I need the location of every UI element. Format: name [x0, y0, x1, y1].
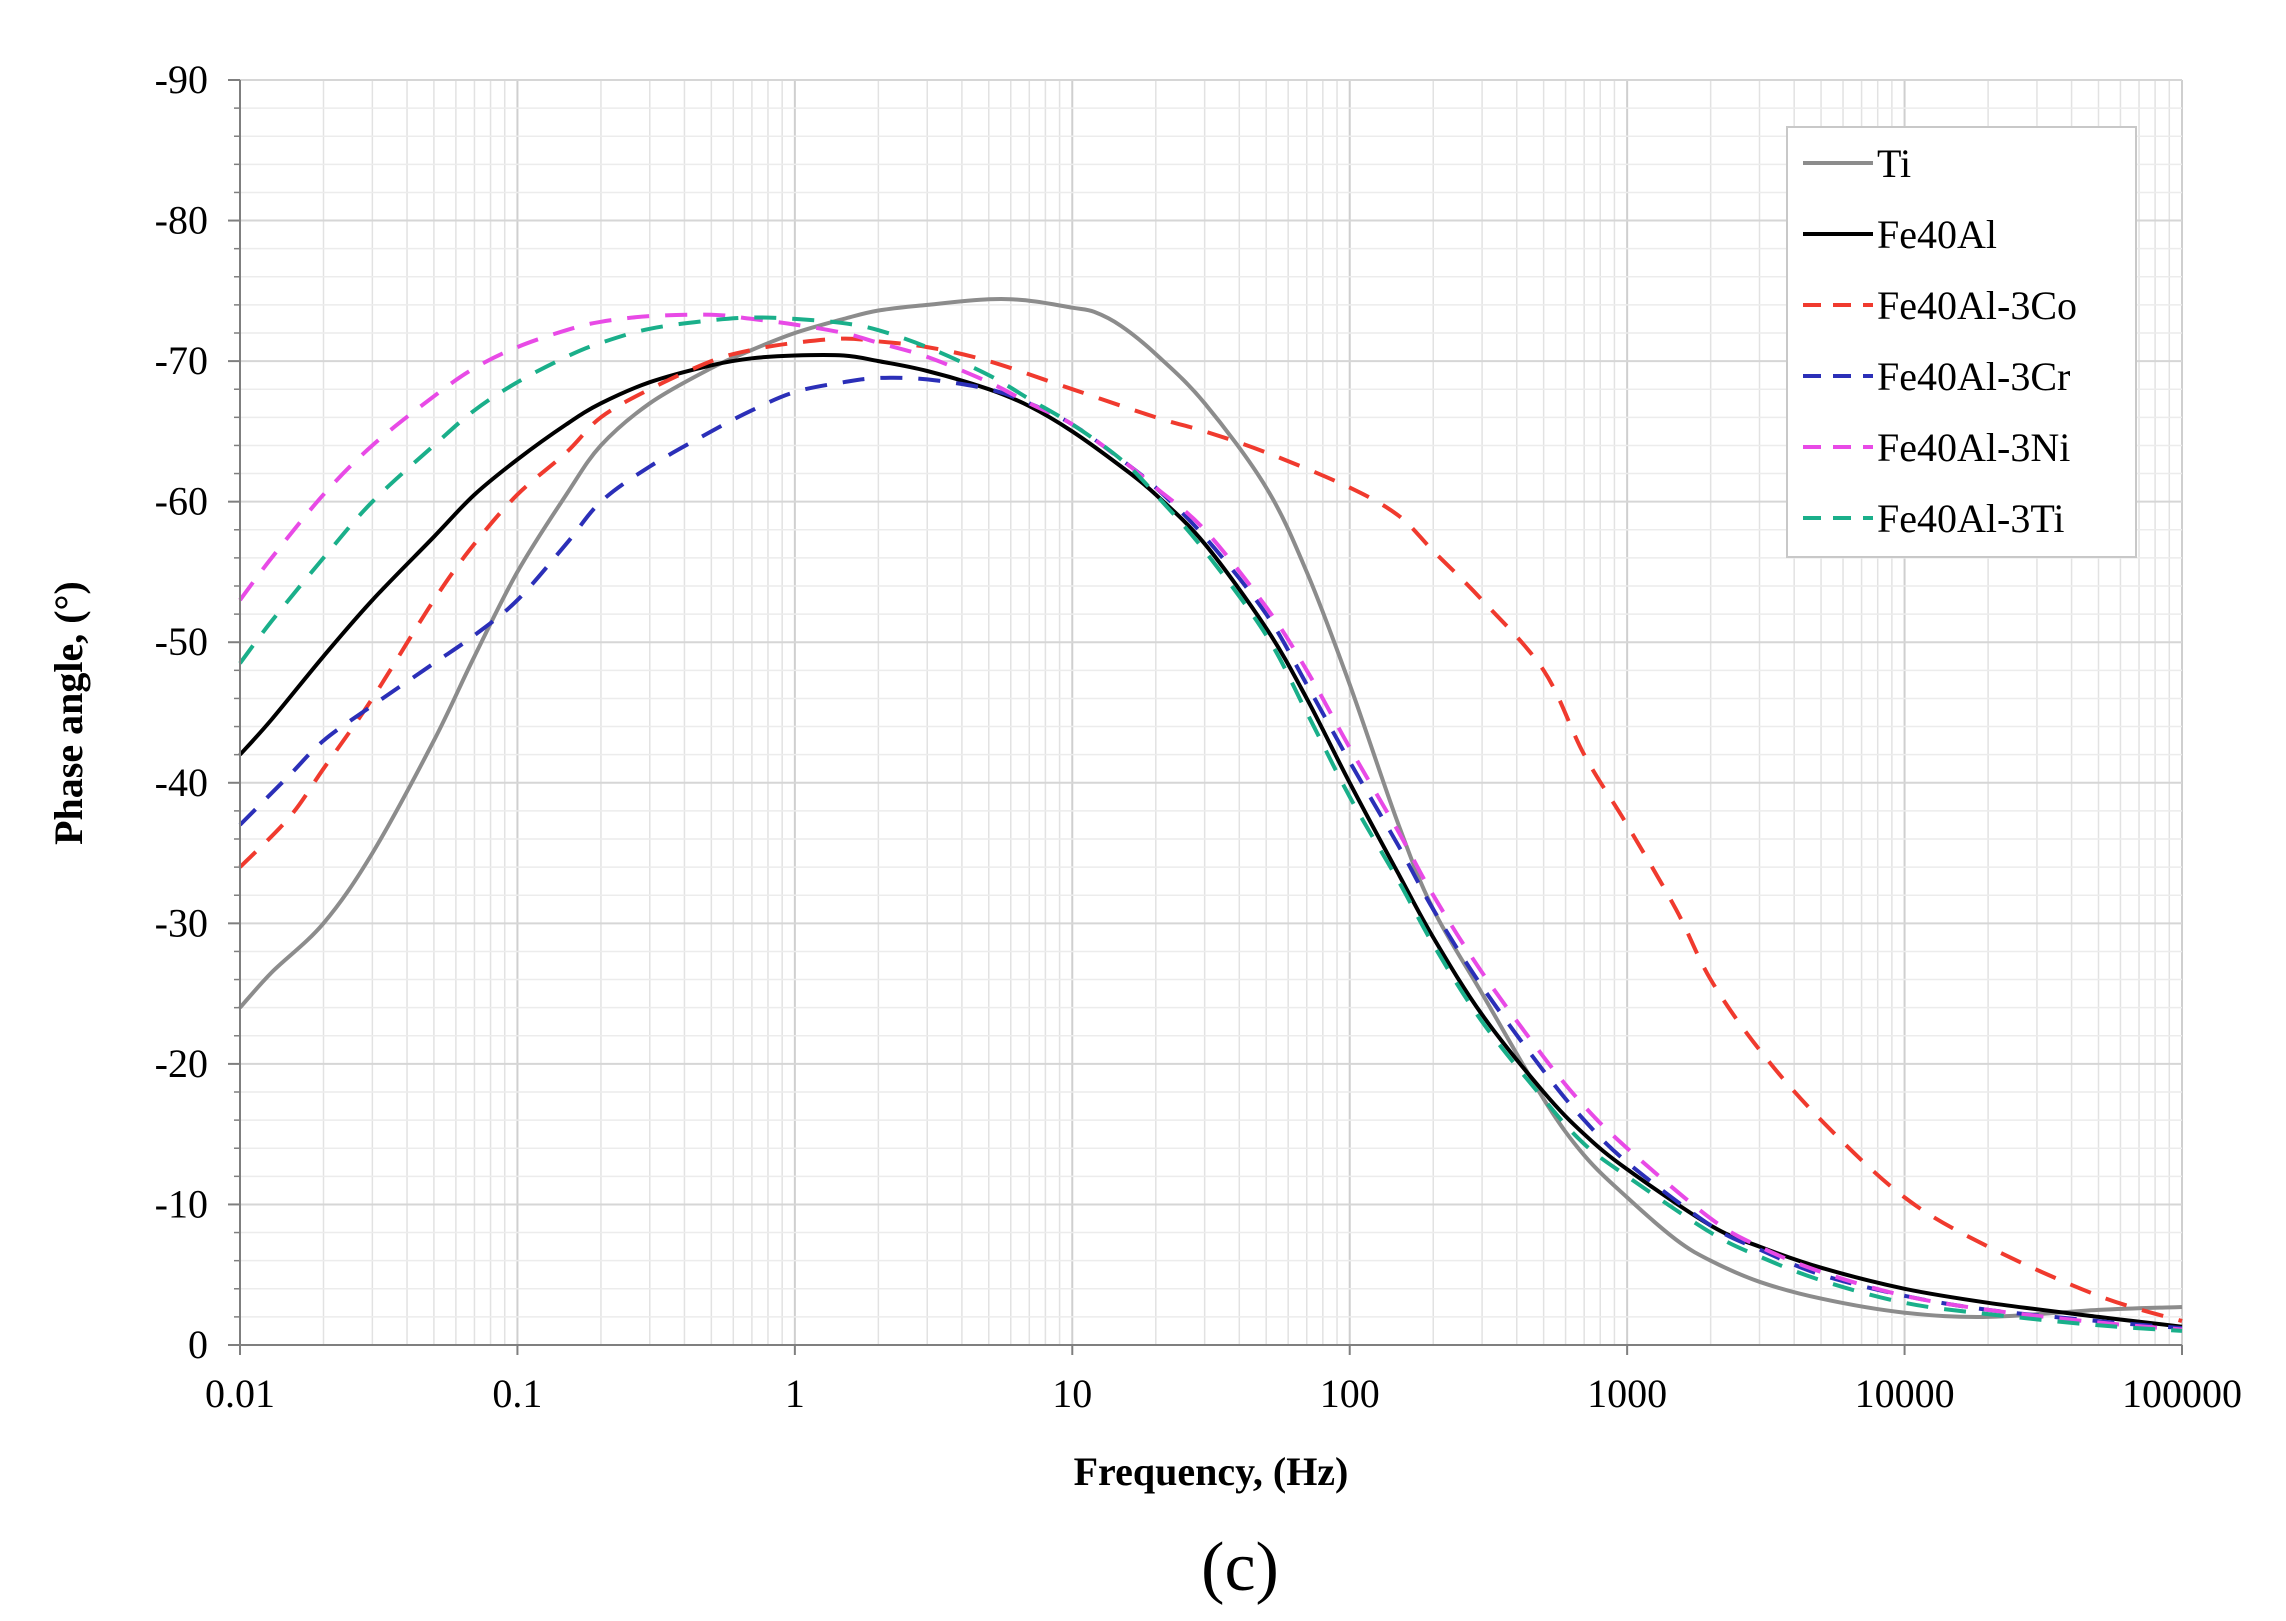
- y-tick-label: -20: [155, 1041, 208, 1086]
- y-tick-label: -90: [155, 57, 208, 102]
- series-line-fe40al-3cr: [238, 375, 2183, 1331]
- y-tick-label: 0: [188, 1322, 208, 1367]
- x-tick-label: 0.01: [205, 1371, 275, 1416]
- legend-box: [1786, 126, 2137, 558]
- x-tick-label: 0.1: [492, 1371, 542, 1416]
- x-tick-label: 1: [785, 1371, 805, 1416]
- x-tick-label: 1000: [1587, 1371, 1667, 1416]
- series-line-fe40al-3co: [238, 336, 2183, 1324]
- legend-label-fe40al-3ti: Fe40Al-3Ti: [1877, 496, 2064, 541]
- y-tick-label: -40: [155, 760, 208, 805]
- y-tick-label: -10: [155, 1181, 208, 1226]
- legend-label-fe40al-3ni: Fe40Al-3Ni: [1877, 425, 2070, 470]
- y-tick-label: -60: [155, 479, 208, 524]
- legend-label-ti: Ti: [1877, 141, 1911, 186]
- x-tick-label: 100: [1320, 1371, 1380, 1416]
- x-tick-label: 10: [1052, 1371, 1092, 1416]
- y-tick-label: -80: [155, 198, 208, 243]
- x-tick-label: 10000: [1855, 1371, 1955, 1416]
- legend: Ti Fe40Al Fe40Al-3Co Fe40Al-3Cr Fe40Al-3Ni Fe…: [1786, 126, 2137, 558]
- legend-label-fe40al-3co: Fe40Al-3Co: [1877, 283, 2077, 328]
- series-line-ti: [238, 297, 2183, 1319]
- y-tick-label: -70: [155, 338, 208, 383]
- legend-label-fe40al: Fe40Al: [1877, 212, 1997, 257]
- axes: [239, 80, 2182, 1346]
- x-axis-title: Frequency, (Hz): [1074, 1449, 1349, 1494]
- y-tick-label: -30: [155, 900, 208, 945]
- y-axis-title: Phase angle, (°): [46, 581, 91, 845]
- series-line-fe40al-3ni: [238, 312, 2183, 1332]
- series-group: [238, 297, 2183, 1333]
- x-tick-label: 100000: [2122, 1371, 2242, 1416]
- series-line-fe40al-3ti: [238, 315, 2183, 1333]
- tick-labels: -90 -80 -70 -60 -50 -40 -30 -20 -10 00.01 0.1 1 10 10…: [155, 57, 2242, 1416]
- figure-caption: (c): [1201, 1529, 1279, 1606]
- y-tick-label: -50: [155, 619, 208, 664]
- legend-label-fe40al-3cr: Fe40Al-3Cr: [1877, 354, 2070, 399]
